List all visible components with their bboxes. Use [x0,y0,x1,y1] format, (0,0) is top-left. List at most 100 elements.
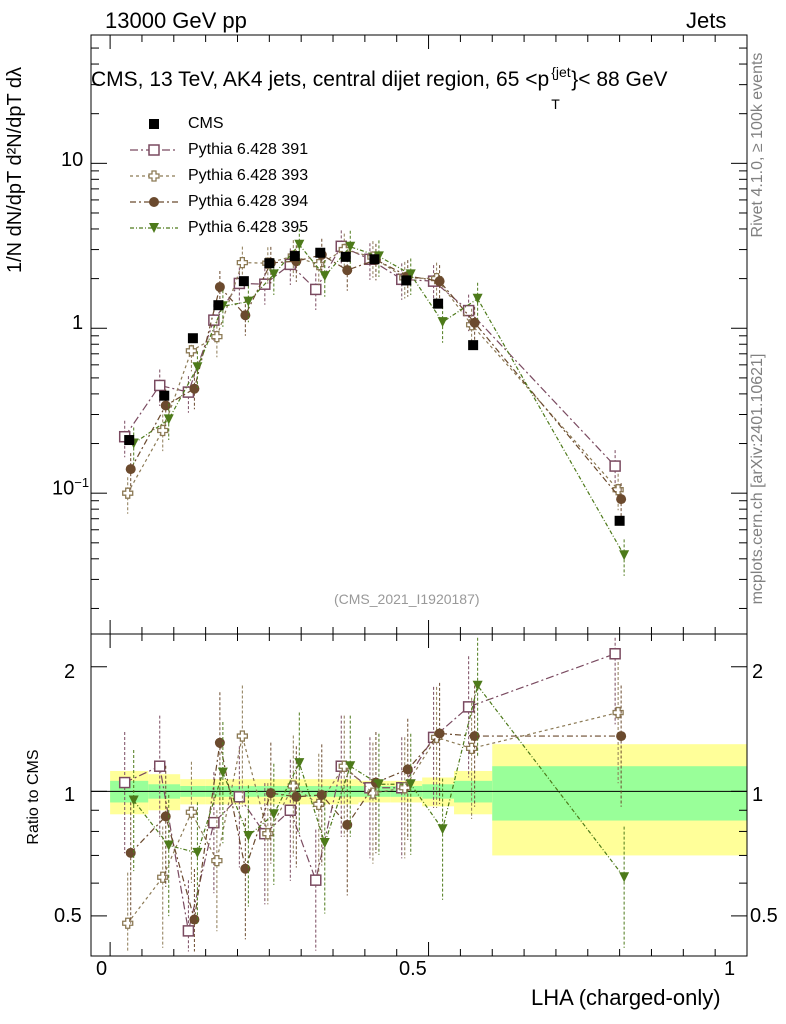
series-point-main [243,296,254,307]
series-line-main [133,243,625,556]
series-point-ratio [160,811,171,822]
main-ytick-1: 1 [72,312,84,334]
main-ytick-10: 10 [61,149,84,171]
series-line-ratio [133,684,625,878]
legend-label-391: Pythia 6.428 391 [188,141,309,158]
ratio-ytick-2: 2 [64,661,76,683]
legend-label-393: Pythia 6.428 393 [188,167,309,184]
series-point-ratio [313,798,325,811]
series-point-ratio [367,787,379,799]
series-point-main [469,317,480,328]
series-line-ratio [127,711,619,924]
series-point-main [437,317,448,328]
series-point-ratio [233,791,246,803]
cms-data-point [124,435,135,446]
series-point-ratio [153,760,166,772]
main-ylabel-text: 1/N dN/dpT d²N/dpT dλ [4,66,26,274]
cms-data-point [264,258,275,269]
series-point-main [342,265,353,276]
legend-marker [148,144,160,156]
ratio-ytick-1-right: 1 [752,784,764,806]
series-point-main [405,269,416,280]
series-point-ratio [211,854,223,867]
series-point-ratio [189,914,200,925]
energy-label: 13000 GeV pp [105,8,247,33]
cms-data-point [340,251,351,262]
legend-label-395: Pythia 6.428 395 [188,219,309,236]
series-point-main [160,400,171,411]
series-point-ratio [402,764,413,775]
category-label: Jets [686,8,727,33]
cms-data-point [433,298,444,309]
cms-data-point [614,515,625,526]
series-point-main [619,550,630,561]
series-point-main [472,293,483,304]
series-point-ratio [192,847,203,858]
series-line-ratio [130,732,622,920]
ratio-frame [90,633,748,957]
ratio-ytick-05: 0.5 [54,905,82,927]
series-point-ratio [268,809,279,820]
series-point-main [211,330,223,343]
series-line-main [130,254,622,500]
series-point-ratio [118,776,131,789]
mcplots-label: mcplots.cern.ch [arXiv:2401.10621] [749,353,766,605]
series-point-ratio [262,828,274,840]
series-point-ratio [236,730,249,742]
cms-data-point [315,247,326,258]
series-point-main [163,414,174,425]
series-point-main [157,424,169,437]
series-point-main [208,314,220,326]
legend-label-394: Pythia 6.428 394 [188,193,309,210]
series-point-main [189,383,200,394]
series-point-main [609,460,621,472]
series-point-ratio [128,795,139,806]
series-point-main [153,379,166,392]
series-point-ratio [214,737,225,748]
main-ylabel: 1/N dN/dpT d²N/dpT dλ [0,20,46,320]
x-tick-05: 0.5 [399,958,427,980]
series-point-ratio [319,838,330,849]
series-point-ratio [373,779,384,790]
plot-title-subscript: T [551,96,560,112]
series-point-main [268,269,279,280]
series-point-ratio [345,761,356,772]
plot-title: CMS, 13 TeV, AK4 jets, central dijet reg… [91,64,668,112]
series-point-main [214,281,225,292]
series-point-ratio [619,872,630,883]
ratio-ytick-1: 1 [64,784,76,806]
plot-title-main: CMS, 13 TeV, AK4 jets, central dijet reg… [91,68,550,91]
ratio-ytick-2-right: 2 [752,661,764,683]
x-tick-0: 0 [96,958,108,980]
series-point-main [236,256,249,269]
series-point-ratio [462,701,475,713]
cms-data-point [468,340,479,351]
series-point-ratio [437,824,448,835]
series-point-ratio [310,874,322,886]
series-point-ratio [465,742,478,755]
legend-marker [149,119,159,129]
cms-data-point [369,254,380,265]
plot-title-end: }< 88 GeV [571,68,668,91]
series-point-main [319,271,330,282]
series-point-ratio [284,804,297,817]
cms-data-point [213,300,224,311]
series-point-main [192,362,203,373]
x-tick-1: 1 [724,958,736,980]
series-point-ratio [243,830,254,841]
cms-data-point [238,276,249,287]
cms-data-point [159,390,170,401]
series-point-ratio [434,728,445,739]
series-point-ratio [612,706,624,719]
cms-data-point [289,251,300,262]
rivet-version-label: Rivet 4.1.0, ≥ 100k events [749,52,766,238]
legend-marker [149,197,159,207]
x-axis-label: LHA (charged-only) [531,985,721,1010]
ratio-ytick-05-right: 0.5 [750,905,778,927]
series-point-ratio [294,758,305,769]
series-point-ratio [217,767,228,778]
legend-label-cms: CMS [188,115,224,132]
series-point-ratio [399,782,411,794]
series-point-ratio [609,648,621,660]
